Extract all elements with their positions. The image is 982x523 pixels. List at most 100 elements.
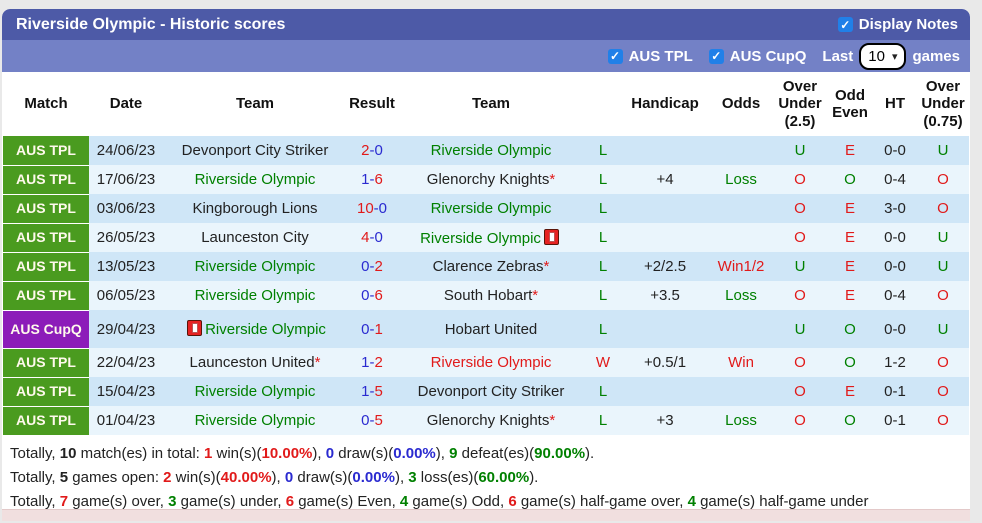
halftime-score-cell: 0-0: [873, 252, 917, 281]
over-under-075-cell: O: [917, 377, 969, 406]
result-cell: 2-0: [347, 136, 397, 165]
score-part: 1: [361, 383, 370, 400]
home-team-cell: Riverside Olympic: [163, 252, 347, 281]
display-notes-label: Display Notes: [858, 16, 958, 33]
home-team-cell: Riverside Olympic: [163, 310, 347, 348]
away-team-cell: Riverside Olympic: [397, 223, 585, 252]
away-team-cell: Riverside Olympic: [397, 348, 585, 377]
home-team-cell: Devonport City Striker: [163, 136, 347, 165]
score-part: 0: [374, 142, 383, 159]
table-row: AUS CupQ 29/04/23 Riverside Olympic 0-1 Hoba…: [3, 310, 969, 349]
summary-segment: 0.00%: [393, 444, 436, 462]
summary-segment: 2: [163, 468, 172, 486]
result-letter-cell: L: [585, 223, 621, 252]
summary-segment: 40.00%: [220, 468, 272, 486]
column-header: Team: [397, 72, 585, 136]
summary-segment: 10: [59, 444, 77, 462]
odds-cell: [709, 136, 773, 165]
summary-segment: games open:: [68, 468, 164, 486]
over-under-075-cell: O: [917, 406, 969, 435]
table-row: AUS TPL 26/05/23 Launceston City 4-0 Riversi…: [3, 223, 969, 253]
last-games-value: 10: [868, 47, 885, 65]
aus-cupq-checkbox[interactable]: ✓: [708, 48, 724, 64]
summary-segment: ),: [435, 444, 450, 462]
summary-segment: Totally,: [10, 468, 60, 486]
filter-bar: ✓ AUS TPL ✓ AUS CupQ Last 10 ▾ games: [2, 40, 970, 72]
handicap-cell: +2/2.5: [621, 252, 709, 281]
result-cell: 4-0: [347, 223, 397, 252]
page-title: Riverside Olympic - Historic scores: [16, 15, 286, 33]
column-header: Over Under (0.75): [917, 72, 969, 136]
aus-tpl-checkbox[interactable]: ✓: [607, 48, 623, 64]
over-under-25-cell: O: [773, 406, 827, 435]
league-badge: AUS TPL: [3, 348, 89, 378]
team-name: Devonport City Striker: [417, 383, 565, 400]
halftime-score-cell: 0-0: [873, 310, 917, 348]
result-cell: 1-2: [347, 348, 397, 377]
team-name: Riverside Olympic: [205, 321, 326, 338]
summary-segment: 6: [508, 492, 517, 510]
away-team-cell: Glenorchy Knights*: [397, 406, 585, 435]
odds-cell: Win1/2: [709, 252, 773, 281]
summary-line: Totally, 5 games open: 2 win(s)(40.00%),…: [10, 466, 970, 490]
score-part: -: [369, 412, 375, 429]
result-letter-cell: L: [585, 377, 621, 406]
summary-segment: Totally,: [10, 444, 60, 462]
team-name: Riverside Olympic: [430, 142, 552, 159]
away-team-cell: Devonport City Striker: [397, 377, 585, 406]
summary-segment: 0: [325, 444, 335, 462]
halftime-score-cell: 1-2: [873, 348, 917, 377]
summary-section: Totally, 10 match(es) in total: 1 win(s)…: [2, 435, 970, 514]
score-part: 6: [374, 171, 383, 188]
odd-even-cell: E: [827, 281, 873, 310]
team-name: Launceston City: [201, 229, 309, 246]
table-row: AUS TPL 22/04/23 Launceston United* 1-2 Rive…: [3, 348, 969, 378]
team-name: Riverside Olympic: [430, 354, 552, 371]
over-under-075-cell: U: [917, 136, 969, 165]
column-header: Result: [347, 72, 397, 136]
odds-cell: Loss: [709, 406, 773, 435]
score-part: -: [369, 287, 375, 304]
title-bar: Riverside Olympic - Historic scores ✓ Di…: [2, 9, 970, 40]
summary-segment: 10.00%: [261, 444, 313, 462]
summary-segment: 5: [59, 468, 69, 486]
over-under-075-cell: O: [917, 281, 969, 310]
team-name: South Hobart: [443, 287, 533, 304]
summary-segment: 90.00%: [534, 444, 586, 462]
league-badge: AUS TPL: [3, 406, 89, 436]
table-row: AUS TPL 17/06/23 Riverside Olympic 1-6 Gleno…: [3, 165, 969, 195]
team-name: Hobart United: [444, 320, 538, 338]
match-date: 01/04/23: [89, 406, 163, 435]
star-marker: *: [543, 258, 550, 275]
odd-even-cell: E: [827, 223, 873, 252]
table-row: AUS TPL 13/05/23 Riverside Olympic 0-2 Clare…: [3, 252, 969, 282]
table-header-row: Match Date Team Result Team Handicap Odds Over …: [3, 72, 969, 136]
summary-segment: ).: [529, 468, 539, 486]
result-letter-cell: L: [585, 281, 621, 310]
over-under-25-cell: U: [773, 136, 827, 165]
column-header: Team: [163, 72, 347, 136]
score-part: 6: [374, 287, 383, 304]
score-part: 0: [361, 258, 370, 275]
column-header: HT: [873, 72, 917, 136]
table-row: AUS TPL 01/04/23 Riverside Olympic 0-5 Gleno…: [3, 406, 969, 436]
score-part: -: [369, 320, 375, 338]
away-team-cell: Riverside Olympic: [397, 136, 585, 165]
odds-cell: [709, 223, 773, 252]
summary-segment: 60.00%: [478, 468, 530, 486]
historic-scores-table: Match Date Team Result Team Handicap Odds Over …: [3, 72, 969, 436]
aus-cupq-group: ✓ AUS CupQ: [708, 48, 806, 65]
result-cell: 10-0: [347, 194, 397, 223]
score-part: 10: [356, 200, 374, 217]
over-under-25-cell: O: [773, 165, 827, 194]
display-notes-checkbox[interactable]: ✓: [837, 17, 853, 32]
table-row: AUS TPL 24/06/23 Devonport City Striker 2-0…: [3, 136, 969, 166]
halftime-score-cell: 0-0: [873, 223, 917, 252]
score-part: -: [369, 229, 375, 246]
last-games-select[interactable]: 10 ▾: [859, 42, 907, 70]
score-part: 0: [361, 320, 370, 338]
halftime-score-cell: 0-1: [873, 406, 917, 435]
summary-segment: loss(es)(: [416, 468, 479, 486]
over-under-075-cell: U: [917, 310, 969, 348]
handicap-cell: [621, 223, 709, 252]
